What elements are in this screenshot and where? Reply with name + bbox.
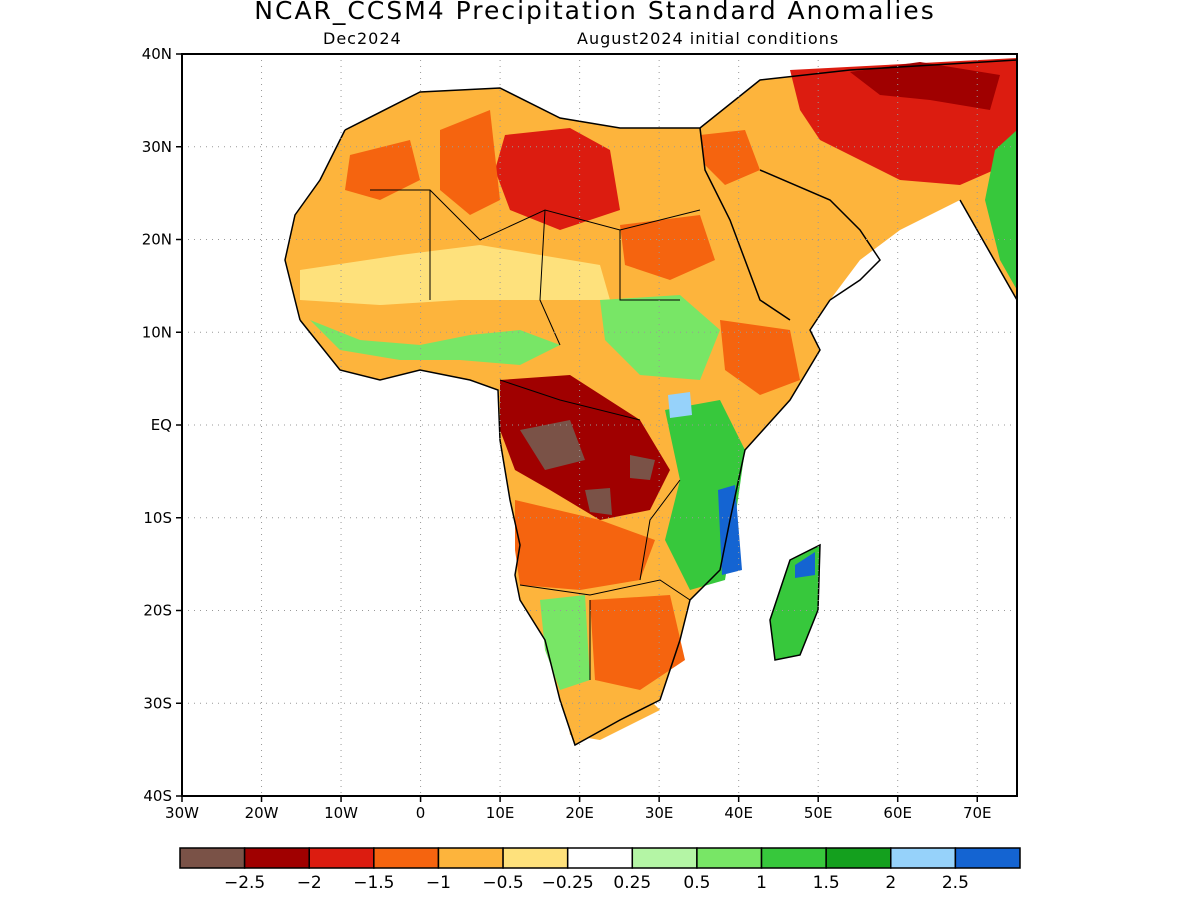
lat-tick-label: 40N [142,45,172,63]
region-madagascar-north [795,552,815,578]
africa-landmass [285,60,1017,745]
colorbar-swatch [243,847,310,869]
region-angola [515,500,655,590]
lon-tick-label: 60E [883,804,912,822]
region-guinea-coast [310,320,560,365]
lat-tick-label: 30S [143,694,172,712]
colorbar-swatch [502,847,569,869]
region-sahel [300,245,610,305]
colorbar-label: −0.5 [482,873,523,893]
colorbar-label: 1 [756,873,767,893]
region-india [985,130,1017,290]
colorbar-label: −2 [297,873,322,893]
region-egypt [700,130,760,185]
lat-tick-label: 20N [142,231,172,249]
colorbar-label: −1 [426,873,451,893]
colorbar-swatch [760,847,827,869]
lon-tick-label: 10W [324,804,358,822]
colorbar-label: 1.5 [813,873,840,893]
region-algeria [440,110,500,215]
colorbar-label: −2.5 [224,873,265,893]
region-congo-core-3 [585,488,612,515]
lon-tick-label: 40E [724,804,753,822]
grid-lines [182,54,1017,796]
lon-tick-label: 0 [416,804,426,822]
colorbar: −2.5 −2 −1.5 −1 −0.5 −0.25 0.25 0.5 1 1.5 2 2.5 [179,847,1021,893]
region-ethiopia [720,320,800,395]
region-sudan [620,215,715,280]
lon-tick-label: 20W [245,804,279,822]
colorbar-swatch [308,847,375,869]
lat-tick-label: 30N [142,138,172,156]
region-congo-core-2 [630,455,655,480]
region-lake-victoria [668,392,692,418]
colorbar-swatch [825,847,892,869]
colorbar-swatch [954,847,1021,869]
colorbar-label: −0.25 [542,873,594,893]
colorbar-label: 0.5 [683,873,710,893]
colorbar-swatch [373,847,440,869]
region-mauritania [345,140,420,200]
region-iran-deep [850,62,1000,110]
init-conditions-label: August2024 initial conditions [577,29,840,48]
colorbar-swatch [696,847,763,869]
colorbar-label: 2 [885,873,896,893]
country-borders [370,189,701,680]
colorbar-label: −1.5 [353,873,394,893]
coastlines [284,59,1017,747]
region-congo [500,375,670,520]
lon-tick-label: 30E [645,804,674,822]
colorbar-swatch [890,847,957,869]
region-namibia [540,595,590,690]
lat-tick-label: 10N [142,323,172,341]
region-congo-core [520,420,585,470]
region-sahara-libya [495,128,620,230]
lon-tick-label: 50E [804,804,833,822]
colorbar-swatch [566,847,634,869]
region-botswana [590,595,685,690]
lat-tick-label: 10S [143,509,172,527]
colorbar-label: 2.5 [942,873,969,893]
map-title: NCAR_CCSM4 Precipitation Standard Anomal… [254,0,936,25]
lat-tick-label: 20S [143,602,172,620]
valid-month-label: Dec2024 [323,29,402,48]
colorbar-swatch [631,847,698,869]
colorbar-label: 0.25 [613,873,651,893]
lon-tick-label: 30W [165,804,199,822]
lat-axis: 40N 30N 20N 10N EQ 10S 20S 30S 40S [142,45,182,805]
lon-axis: 30W 20W 10W 0 10E 20E 30E 40E 50E 60E 70E [165,796,992,822]
lat-tick-label: 40S [143,787,172,805]
region-south-africa-coast [565,690,660,740]
lat-tick-label: EQ [151,416,172,434]
colorbar-swatch [179,847,246,869]
anomaly-field [285,58,1017,745]
colorbar-swatch [437,847,504,869]
lon-tick-label: 10E [486,804,515,822]
lon-tick-label: 20E [565,804,594,822]
region-south-sudan [600,295,720,380]
lon-tick-label: 70E [963,804,992,822]
